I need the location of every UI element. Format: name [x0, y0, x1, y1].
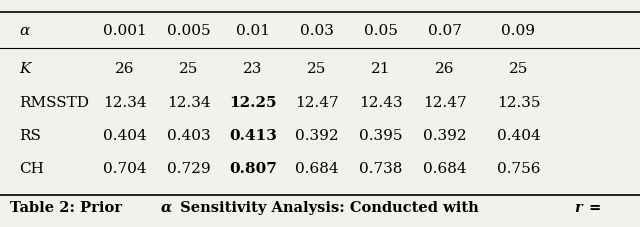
Text: D: D: [100, 226, 109, 227]
Text: O: O: [61, 226, 71, 227]
Text: 0.404: 0.404: [103, 129, 147, 143]
Text: 0.738: 0.738: [359, 162, 403, 176]
Text: Table 2: Prior: Table 2: Prior: [10, 201, 127, 215]
Text: 12.47: 12.47: [423, 96, 467, 110]
Text: Sensitivity Analysis: Conducted with: Sensitivity Analysis: Conducted with: [175, 201, 484, 215]
Text: 0.01: 0.01: [236, 24, 270, 38]
Text: 12.35: 12.35: [497, 96, 540, 110]
Text: 0.704: 0.704: [103, 162, 147, 176]
Text: 25: 25: [509, 62, 528, 76]
Text: RS: RS: [19, 129, 41, 143]
Text: 0.005: 0.005: [167, 24, 211, 38]
Text: 0.807: 0.807: [229, 162, 276, 176]
Text: 12.34: 12.34: [103, 96, 147, 110]
Text: 0.001: 0.001: [103, 24, 147, 38]
Text: 21: 21: [371, 62, 390, 76]
Text: CH: CH: [19, 162, 44, 176]
Text: 0.05: 0.05: [364, 24, 397, 38]
Text: 26: 26: [435, 62, 454, 76]
Text: 0.392: 0.392: [423, 129, 467, 143]
Text: 26: 26: [115, 62, 134, 76]
Text: 12.34: 12.34: [167, 96, 211, 110]
Text: 0.07: 0.07: [428, 24, 461, 38]
Text: =: =: [584, 201, 601, 215]
Text: 12.25: 12.25: [229, 96, 276, 110]
Text: T: T: [212, 226, 220, 227]
Text: 25: 25: [179, 62, 198, 76]
Text: 0.03: 0.03: [300, 24, 333, 38]
Text: 0.413: 0.413: [229, 129, 276, 143]
Text: 0.09: 0.09: [501, 24, 536, 38]
Text: 0.729: 0.729: [167, 162, 211, 176]
Text: 25: 25: [307, 62, 326, 76]
Text: 0.392: 0.392: [295, 129, 339, 143]
Text: 0.404: 0.404: [497, 129, 540, 143]
Text: α: α: [19, 24, 29, 38]
Text: 12.43: 12.43: [359, 96, 403, 110]
Text: 0.395: 0.395: [359, 129, 403, 143]
Text: r: r: [574, 201, 582, 215]
Text: α: α: [161, 201, 172, 215]
Text: 0.684: 0.684: [295, 162, 339, 176]
Text: 0.756: 0.756: [497, 162, 540, 176]
Text: 0.684: 0.684: [423, 162, 467, 176]
Text: 23: 23: [243, 62, 262, 76]
Text: 0.403: 0.403: [167, 129, 211, 143]
Text: K: K: [19, 62, 31, 76]
Text: RMSSTD: RMSSTD: [19, 96, 89, 110]
Text: 12.47: 12.47: [295, 96, 339, 110]
